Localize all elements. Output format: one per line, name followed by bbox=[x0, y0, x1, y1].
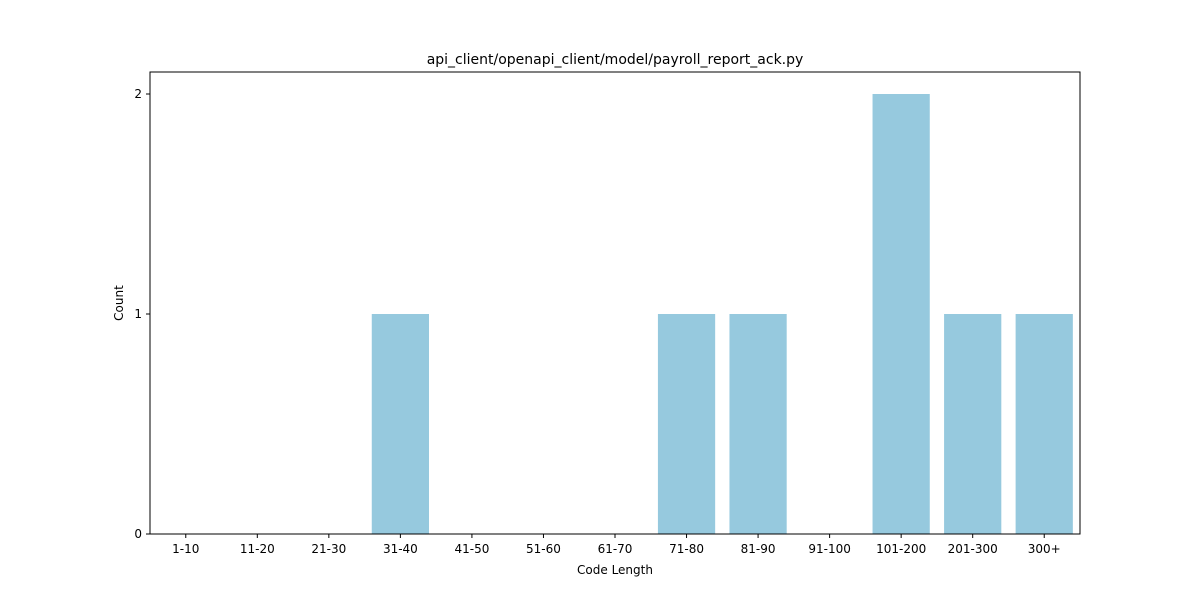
y-axis: 0 1 2 bbox=[134, 87, 150, 541]
bars-layer bbox=[371, 94, 1073, 534]
x-axis: 1-10 11-20 21-30 31-40 41-50 51-60 61-70 71-80 8… bbox=[172, 534, 1061, 556]
x-tick-label: 101-200 bbox=[876, 542, 926, 556]
x-tick-label: 61-70 bbox=[598, 542, 633, 556]
bar-300+ bbox=[1015, 314, 1073, 534]
x-tick-label: 91-100 bbox=[808, 542, 851, 556]
bar-31-40 bbox=[371, 314, 429, 534]
y-tick-label: 1 bbox=[134, 307, 142, 321]
bar-71-80 bbox=[657, 314, 716, 534]
chart-title: api_client/openapi_client/model/payroll_… bbox=[427, 52, 804, 68]
y-tick-label: 2 bbox=[134, 87, 142, 101]
x-tick-label: 201-300 bbox=[948, 542, 998, 556]
x-tick-label: 71-80 bbox=[669, 542, 704, 556]
y-axis-label: Count bbox=[112, 285, 126, 321]
x-tick-label: 300+ bbox=[1028, 542, 1061, 556]
x-tick-label: 1-10 bbox=[172, 542, 199, 556]
bar-201-300 bbox=[944, 314, 1002, 534]
x-tick-label: 21-30 bbox=[311, 542, 346, 556]
x-axis-label: Code Length bbox=[577, 563, 653, 577]
bar-101-200 bbox=[872, 94, 930, 534]
x-tick-label: 81-90 bbox=[741, 542, 776, 556]
plot-frame bbox=[149, 71, 1081, 535]
x-tick-label: 31-40 bbox=[383, 542, 418, 556]
bar-81-90 bbox=[729, 314, 787, 534]
x-tick-label: 51-60 bbox=[526, 542, 561, 556]
x-tick-label: 41-50 bbox=[454, 542, 489, 556]
x-tick-label: 11-20 bbox=[240, 542, 275, 556]
y-tick-label: 0 bbox=[134, 527, 142, 541]
